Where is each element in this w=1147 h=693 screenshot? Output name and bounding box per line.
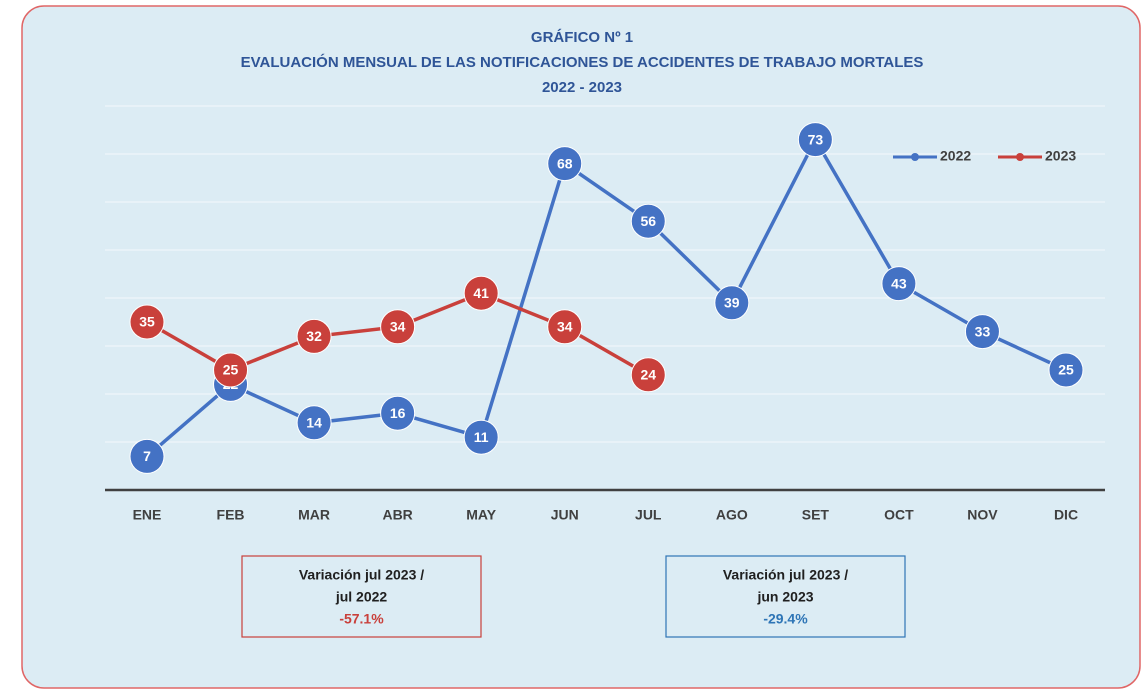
data-label: 43	[891, 275, 907, 291]
data-point	[463, 275, 499, 311]
legend-label: 2023	[1045, 148, 1076, 164]
chart-panel	[21, 5, 1141, 689]
data-label: 7	[143, 448, 151, 464]
chart-title: EVALUACIÓN MENSUAL DE LAS NOTIFICACIONES…	[241, 53, 924, 71]
annotation-value: -57.1%	[339, 611, 384, 627]
x-tick-label: MAY	[466, 507, 496, 523]
annotation-text: jul 2022	[335, 589, 388, 605]
data-label: 34	[390, 319, 406, 335]
legend-marker	[911, 153, 919, 161]
data-point	[213, 352, 249, 388]
data-label: 11	[474, 429, 489, 445]
x-tick-label: ABR	[382, 507, 412, 523]
x-tick-label: MAR	[298, 507, 330, 523]
x-tick-label: JUN	[551, 507, 579, 523]
annotation-text: Variación jul 2023 /	[299, 567, 424, 583]
x-tick-label: ENE	[133, 507, 162, 523]
data-point	[547, 146, 583, 182]
x-tick-label: OCT	[884, 507, 914, 523]
data-point	[296, 405, 332, 441]
annotation-text: Variación jul 2023 /	[723, 567, 848, 583]
data-point	[630, 203, 666, 239]
data-point	[129, 304, 165, 340]
data-label: 25	[1058, 362, 1074, 378]
data-label: 24	[640, 367, 656, 383]
data-point	[714, 285, 750, 321]
x-tick-label: AGO	[716, 507, 748, 523]
data-point	[380, 309, 416, 345]
chart-title: GRÁFICO Nº 1	[531, 29, 633, 46]
x-tick-label: DIC	[1054, 507, 1078, 523]
x-tick-label: NOV	[967, 507, 998, 523]
data-point	[463, 419, 499, 455]
data-label: 35	[139, 314, 155, 330]
data-point	[964, 314, 1000, 350]
data-label: 56	[640, 213, 656, 229]
data-label: 25	[223, 362, 239, 378]
annotation-box	[665, 555, 906, 638]
data-label: 41	[473, 285, 489, 301]
data-label: 14	[306, 415, 322, 431]
data-point	[380, 395, 416, 431]
data-label: 34	[557, 319, 573, 335]
data-point	[129, 438, 165, 474]
legend-marker	[1016, 153, 1024, 161]
data-point	[630, 357, 666, 393]
data-point	[797, 122, 833, 158]
data-label: 16	[390, 405, 406, 421]
x-tick-label: SET	[802, 507, 830, 523]
data-label: 68	[557, 155, 573, 171]
annotation-value: -29.4%	[763, 611, 808, 627]
annotation-text: jun 2023	[756, 589, 813, 605]
data-point	[881, 266, 917, 302]
annotation-box	[241, 555, 482, 638]
legend-label: 2022	[940, 148, 971, 164]
x-tick-label: FEB	[217, 507, 245, 523]
data-label: 73	[808, 131, 824, 147]
x-tick-label: JUL	[635, 507, 662, 523]
chart-title: 2022 - 2023	[542, 79, 622, 96]
data-point	[296, 318, 332, 354]
data-label: 33	[975, 323, 991, 339]
data-label: 39	[724, 295, 740, 311]
data-point	[1048, 352, 1084, 388]
data-point	[547, 309, 583, 345]
data-label: 32	[306, 328, 322, 344]
